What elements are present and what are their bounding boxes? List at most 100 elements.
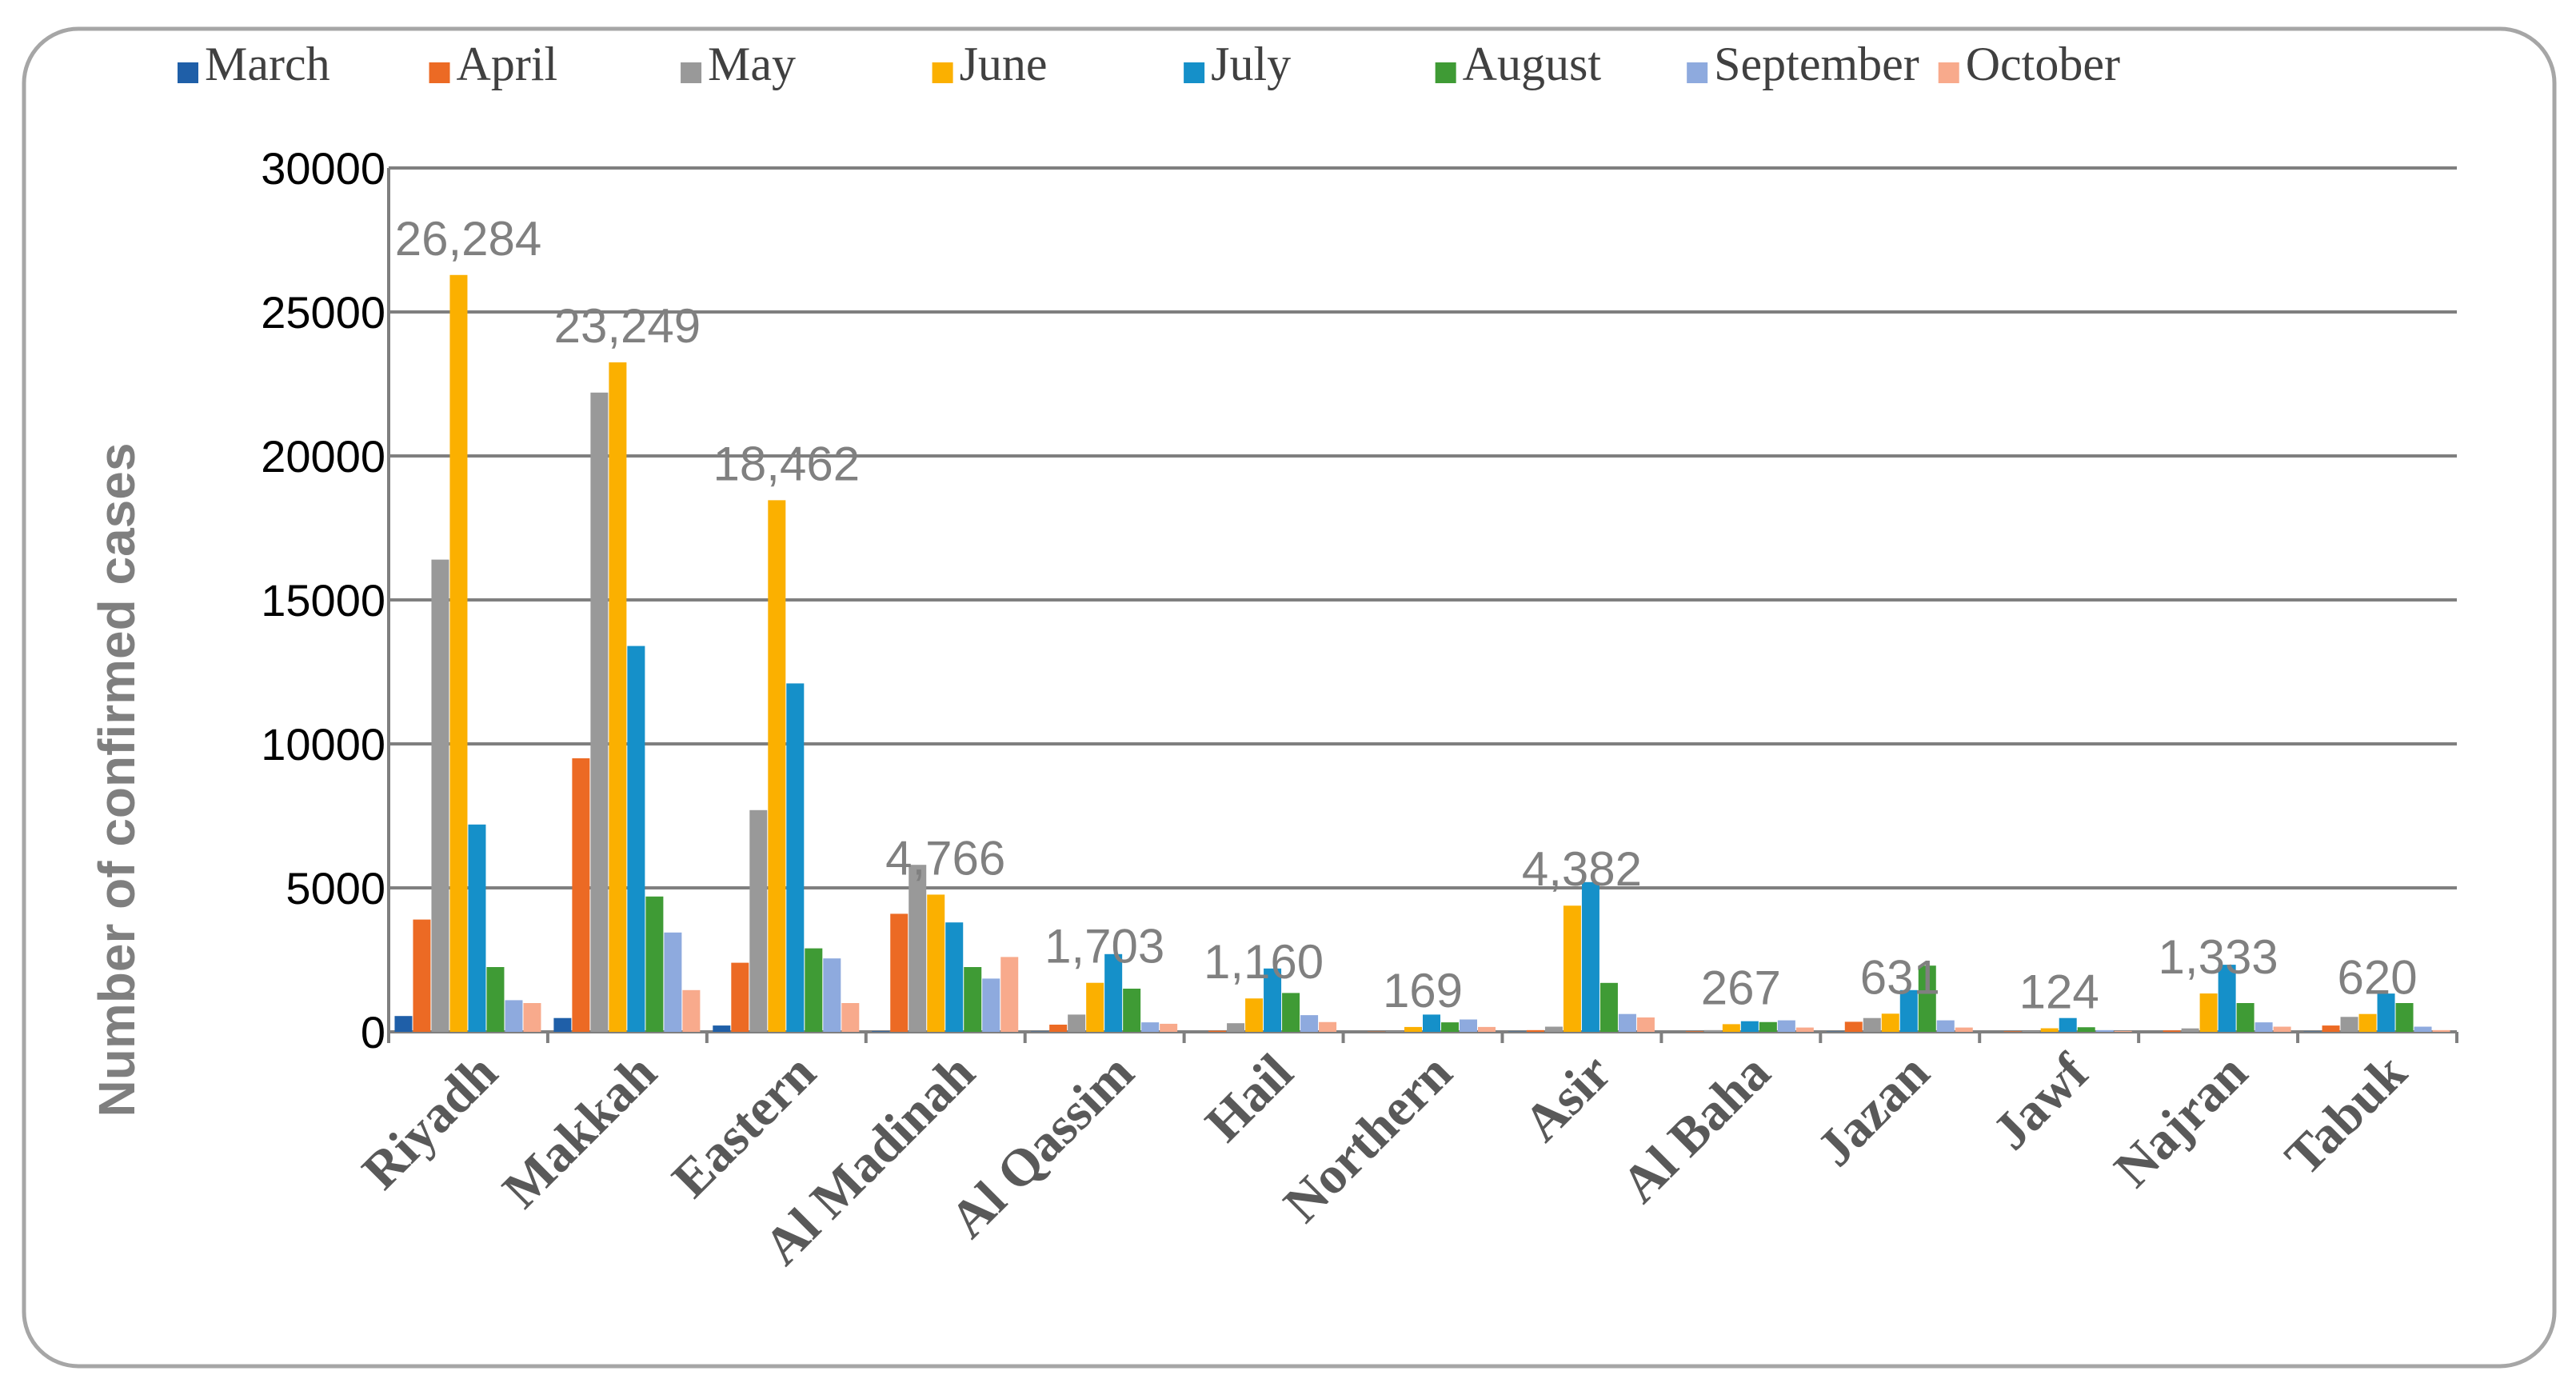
data-label: 267	[1701, 961, 1781, 1014]
bar-october-jazan	[1955, 1027, 1973, 1032]
bar-september-al-qassim	[1141, 1022, 1160, 1032]
data-label: 631	[1860, 950, 1940, 1004]
bar-april-al-qassim	[1049, 1025, 1068, 1032]
bar-april-makkah	[572, 758, 590, 1032]
data-label: 18,462	[713, 437, 861, 490]
data-label: 124	[2019, 965, 2099, 1019]
bar-april-riyadh	[413, 919, 431, 1032]
legend-label-may: May	[708, 38, 796, 90]
bar-april-tabuk	[2322, 1025, 2340, 1032]
bar-may-eastern	[749, 809, 768, 1032]
bar-october-northern	[1478, 1026, 1496, 1032]
bar-may-northern	[1386, 1031, 1404, 1032]
bar-august-tabuk	[2395, 1003, 2414, 1032]
bar-july-al-baha	[1740, 1021, 1759, 1032]
bar-april-najran	[2163, 1030, 2181, 1032]
bar-april-al-baha	[1685, 1031, 1703, 1032]
legend: March April May June July August September Octo…	[178, 38, 2120, 90]
bar-october-al-baha	[1795, 1027, 1814, 1032]
legend-swatch-may	[681, 62, 702, 83]
bar-september-northern	[1460, 1019, 1477, 1032]
bar-september-makkah	[664, 932, 682, 1032]
legend-swatch-june	[932, 62, 953, 83]
data-label: 1,703	[1044, 920, 1164, 973]
bar-october-riyadh	[523, 1003, 541, 1032]
bar-october-al-madinah	[1000, 957, 1019, 1032]
bar-october-tabuk	[2432, 1029, 2450, 1032]
bar-may-al-baha	[1703, 1029, 1722, 1032]
bar-september-al-baha	[1777, 1020, 1795, 1032]
y-tick-label: 5000	[286, 863, 385, 913]
bar-october-eastern	[841, 1003, 860, 1032]
y-tick-label: 20000	[261, 431, 385, 482]
y-tick-label: 10000	[261, 719, 385, 769]
data-label: 169	[1383, 964, 1463, 1017]
data-label: 23,249	[554, 299, 701, 353]
bar-march-riyadh	[394, 1016, 413, 1032]
bar-june-jawf	[2040, 1028, 2059, 1032]
bar-august-jawf	[2077, 1027, 2095, 1032]
bars	[394, 274, 2450, 1032]
bar-august-makkah	[645, 896, 664, 1032]
bar-june-eastern	[768, 500, 786, 1032]
bar-october-najran	[2273, 1026, 2291, 1032]
bar-june-makkah	[609, 362, 627, 1032]
bar-september-tabuk	[2414, 1026, 2432, 1032]
legend-swatch-september	[1687, 62, 1708, 83]
y-tick-label: 25000	[261, 287, 385, 338]
bar-may-riyadh	[431, 559, 449, 1032]
bar-october-makkah	[682, 989, 701, 1032]
gridlines	[389, 166, 2457, 1033]
bar-may-makkah	[590, 392, 609, 1032]
legend-swatch-july	[1184, 62, 1205, 83]
bar-july-al-qassim	[1104, 953, 1123, 1032]
bar-june-asir	[1563, 905, 1581, 1032]
bar-august-riyadh	[486, 967, 505, 1032]
bar-july-northern	[1423, 1014, 1440, 1032]
y-tick-label: 0	[361, 1007, 385, 1057]
bar-august-al-baha	[1759, 1021, 1777, 1032]
bar-july-tabuk	[2377, 993, 2395, 1032]
bar-september-jawf	[2095, 1029, 2114, 1032]
data-label: 1,333	[2159, 930, 2278, 984]
data-label: 26,284	[395, 212, 542, 266]
bar-july-hail	[1264, 968, 1282, 1032]
bar-april-jazan	[1844, 1021, 1863, 1032]
legend-label-march: March	[205, 38, 330, 90]
bar-september-riyadh	[505, 1000, 523, 1032]
bar-august-jazan	[1918, 965, 1936, 1032]
bar-march-makkah	[553, 1017, 572, 1032]
bar-september-najran	[2254, 1022, 2273, 1032]
y-axis-label: Number of confirmed cases	[88, 443, 146, 1117]
bar-september-hail	[1300, 1015, 1319, 1032]
bar-may-jawf	[2022, 1030, 2040, 1032]
bar-april-eastern	[731, 962, 749, 1032]
legend-swatch-august	[1435, 62, 1456, 83]
bar-june-northern	[1404, 1026, 1422, 1032]
bar-september-jazan	[1936, 1020, 1955, 1032]
bar-june-riyadh	[449, 274, 468, 1032]
bar-may-hail	[1227, 1023, 1245, 1032]
data-label: 620	[2337, 951, 2417, 1005]
bar-august-asir	[1600, 982, 1618, 1032]
bar-september-al-madinah	[982, 978, 1000, 1032]
bar-may-jazan	[1863, 1017, 1881, 1032]
bar-may-tabuk	[2340, 1017, 2358, 1032]
data-label: 4,766	[885, 831, 1005, 885]
legend-label-june: June	[960, 38, 1048, 90]
legend-label-september: September	[1714, 38, 1919, 90]
bar-july-jawf	[2059, 1017, 2077, 1032]
bar-june-al-baha	[1722, 1024, 1740, 1032]
bar-april-jawf	[2003, 1031, 2022, 1032]
bar-august-najran	[2236, 1003, 2254, 1032]
bar-june-hail	[1245, 998, 1264, 1032]
bar-august-northern	[1441, 1022, 1459, 1032]
bar-march-al-madinah	[872, 1031, 890, 1032]
data-label: 4,382	[1522, 842, 1642, 896]
bar-june-al-qassim	[1086, 982, 1104, 1032]
bar-june-najran	[2199, 993, 2218, 1032]
bar-september-asir	[1618, 1013, 1636, 1032]
legend-label-august: August	[1463, 38, 1602, 90]
